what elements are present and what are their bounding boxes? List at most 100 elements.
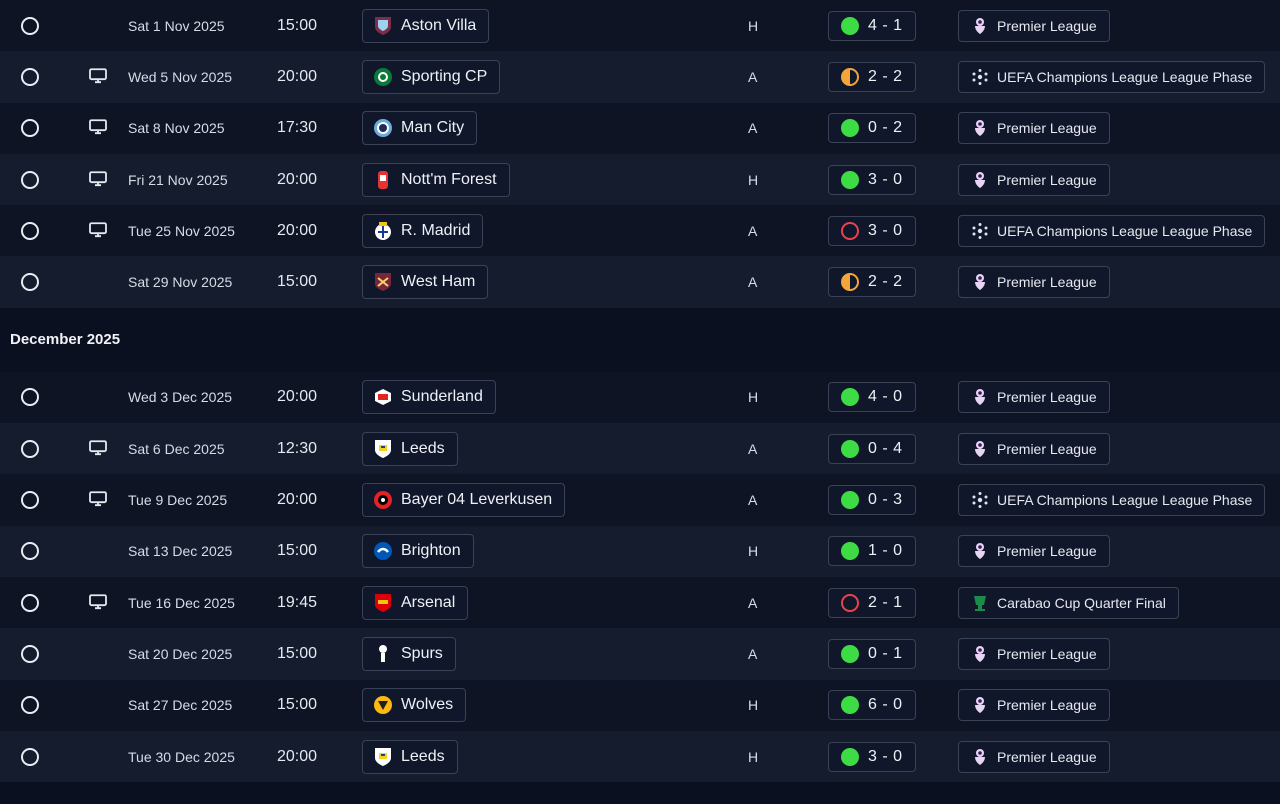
select-radio[interactable] [21,491,39,510]
result-chip[interactable]: 3 - 0 [828,164,916,195]
select-radio[interactable] [21,388,39,407]
fixture-row[interactable]: Tue 25 Nov 2025 20:00 R. Madrid A 3 - 0 UEFA … [0,205,1280,257]
opponent-chip[interactable]: Wolves [362,688,467,723]
match-date: Sat 29 Nov 2025 [128,274,233,291]
opponent-chip[interactable]: Brighton [362,534,474,569]
select-radio[interactable] [21,439,39,458]
competition-name: Premier League [997,645,1097,662]
result-chip[interactable]: 4 - 0 [828,382,916,413]
competition-chip[interactable]: Premier League [958,740,1110,773]
score-value: 0 - 1 [868,644,903,662]
opponent-chip[interactable]: Sporting CP [362,59,501,94]
competition-chip[interactable]: Premier League [958,637,1110,670]
select-radio[interactable] [21,170,39,189]
competition-chip[interactable]: Premier League [958,381,1110,414]
score-value: 2 - 1 [868,593,903,611]
opponent-chip[interactable]: Man City [362,111,478,146]
select-radio[interactable] [21,16,39,35]
fixture-row[interactable]: Sat 29 Nov 2025 15:00 West Ham A 2 - 2 Premie… [0,256,1280,308]
result-chip[interactable]: 3 - 0 [828,215,916,246]
fixture-row[interactable]: Sat 8 Nov 2025 17:30 Man City A 0 - 2 Premier… [0,102,1280,154]
fixture-row[interactable]: Tue 30 Dec 2025 20:00 Leeds H 3 - 0 Premier L… [0,730,1280,783]
competition-name: UEFA Champions League League Phase [997,68,1253,85]
competition-name: Premier League [997,748,1097,765]
competition-chip[interactable]: Premier League [958,432,1110,465]
competition-chip[interactable]: Premier League [958,112,1110,145]
result-chip[interactable]: 0 - 4 [828,433,916,464]
competition-name: UEFA Champions League League Phase [997,492,1253,509]
result-chip[interactable]: 2 - 2 [828,61,916,92]
result-chip[interactable]: 3 - 0 [828,741,916,772]
opponent-chip[interactable]: Leeds [362,431,458,466]
score-value: 4 - 0 [868,388,903,406]
result-chip[interactable]: 4 - 1 [828,10,916,41]
result-chip[interactable]: 0 - 1 [828,638,916,669]
select-radio[interactable] [21,221,39,240]
select-radio[interactable] [21,119,39,138]
kickoff-time: 19:45 [277,593,318,611]
fixture-row[interactable]: Sat 27 Dec 2025 15:00 Wolves H 6 - 0 Premier … [0,679,1280,731]
fixture-row[interactable]: Tue 16 Dec 2025 19:45 Arsenal A 2 - 1 Carabao… [0,576,1280,629]
fixture-row[interactable]: Sat 20 Dec 2025 15:00 Spurs A 0 - 1 Premier L… [0,628,1280,680]
score-value: 1 - 0 [868,542,903,560]
kickoff-time: 12:30 [277,439,318,457]
select-radio[interactable] [21,593,39,612]
opponent-chip[interactable]: Leeds [362,739,458,774]
opponent-name: Aston Villa [401,16,477,34]
opponent-chip[interactable]: Aston Villa [362,8,490,43]
tv-broadcast-icon [89,68,107,84]
select-radio[interactable] [21,696,39,715]
opponent-chip[interactable]: West Ham [362,265,489,300]
match-date: Tue 16 Dec 2025 [128,594,235,611]
competition-chip[interactable]: UEFA Champions League League Phase [958,60,1266,93]
match-date: Tue 9 Dec 2025 [128,492,228,509]
result-chip[interactable]: 0 - 2 [828,113,916,144]
competition-chip[interactable]: Carabao Cup Quarter Final [958,586,1179,619]
select-radio[interactable] [21,644,39,663]
fixture-row[interactable]: Sat 6 Dec 2025 12:30 Leeds A 0 - 4 Premier Le… [0,423,1280,475]
opponent-chip[interactable]: R. Madrid [362,213,484,248]
result-chip[interactable]: 0 - 3 [828,485,916,516]
competition-chip[interactable]: Premier League [958,163,1110,196]
fixture-row[interactable]: Wed 3 Dec 2025 20:00 Sunderland H 4 - 0 Premi… [0,371,1280,424]
fixture-row[interactable]: Fri 21 Nov 2025 20:00 Nott'm Forest H 3 - 0 P… [0,153,1280,206]
competition-chip[interactable]: UEFA Champions League League Phase [958,484,1266,517]
fixture-row[interactable]: Wed 5 Nov 2025 20:00 Sporting CP A 2 - 2 UEFA… [0,51,1280,103]
premier-league-icon [971,17,989,35]
competition-chip[interactable]: Premier League [958,535,1110,568]
premier-league-icon [971,542,989,560]
competition-name: Premier League [997,389,1097,406]
match-date: Sat 1 Nov 2025 [128,17,225,34]
match-date: Tue 25 Nov 2025 [128,222,235,239]
competition-chip[interactable]: UEFA Champions League League Phase [958,214,1266,247]
result-chip[interactable]: 1 - 0 [828,536,916,567]
opponent-chip[interactable]: Sunderland [362,380,496,415]
premier-league-icon [971,696,989,714]
result-chip[interactable]: 2 - 2 [828,267,916,298]
score-value: 0 - 4 [868,439,903,457]
competition-chip[interactable]: Premier League [958,266,1110,299]
select-radio[interactable] [21,273,39,292]
opponent-chip[interactable]: Arsenal [362,585,469,620]
result-win-icon [841,170,859,189]
fixture-row[interactable]: Sat 1 Nov 2025 15:00 Aston Villa H 4 - 1 Prem… [0,0,1280,52]
competition-chip[interactable]: Premier League [958,9,1110,42]
result-chip[interactable]: 2 - 1 [828,587,916,618]
premier-league-icon [971,748,989,766]
result-chip[interactable]: 6 - 0 [828,690,916,721]
opponent-name: R. Madrid [401,221,471,239]
fixture-row[interactable]: Tue 9 Dec 2025 20:00 Bayer 04 Leverkusen A 0… [0,474,1280,526]
opponent-chip[interactable]: Nott'm Forest [362,162,510,197]
competition-chip[interactable]: Premier League [958,689,1110,722]
fixture-row[interactable]: Sat 13 Dec 2025 15:00 Brighton H 1 - 0 Premie… [0,525,1280,577]
select-radio[interactable] [21,67,39,86]
select-radio[interactable] [21,542,39,561]
kickoff-time: 17:30 [277,119,318,137]
kickoff-time: 20:00 [277,747,318,765]
kickoff-time: 15:00 [277,696,318,714]
opponent-chip[interactable]: Bayer 04 Leverkusen [362,483,566,518]
match-date: Sat 20 Dec 2025 [128,645,233,662]
champions-league-icon [971,491,989,509]
select-radio[interactable] [21,747,39,766]
opponent-chip[interactable]: Spurs [362,636,456,671]
